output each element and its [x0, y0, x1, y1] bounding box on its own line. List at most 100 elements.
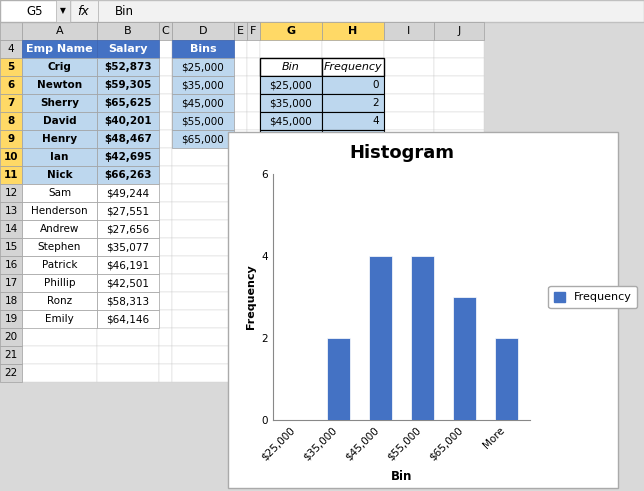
- Bar: [97, 130, 159, 148]
- Text: $58,313: $58,313: [106, 296, 149, 306]
- Bar: [322, 58, 384, 76]
- Text: $42,695: $42,695: [104, 152, 152, 162]
- Bar: [260, 202, 322, 220]
- Bar: [247, 130, 260, 148]
- Bar: [172, 256, 234, 274]
- Bar: [260, 130, 322, 148]
- Bar: [98, 0, 99, 22]
- Bar: [97, 40, 159, 58]
- Bar: [234, 184, 247, 202]
- Bar: [434, 310, 484, 328]
- Bar: [234, 364, 247, 382]
- Bar: [0, 76, 22, 94]
- Bar: [22, 220, 97, 238]
- Bar: [234, 310, 247, 328]
- Text: $40,201: $40,201: [104, 116, 152, 126]
- Text: David: David: [43, 116, 76, 126]
- Bar: [0, 202, 22, 220]
- Bar: [322, 58, 384, 76]
- Text: $55,000: $55,000: [270, 134, 312, 144]
- Bar: [322, 256, 384, 274]
- Bar: [384, 94, 434, 112]
- Text: 21: 21: [5, 350, 17, 360]
- Text: A: A: [55, 26, 63, 36]
- Text: Salary: Salary: [108, 44, 147, 54]
- Bar: [159, 238, 172, 256]
- Bar: [260, 346, 322, 364]
- Text: Nick: Nick: [46, 170, 72, 180]
- Text: J: J: [457, 26, 460, 36]
- Bar: [22, 166, 97, 184]
- Bar: [97, 346, 159, 364]
- Bar: [234, 112, 247, 130]
- Bar: [234, 202, 247, 220]
- Bar: [159, 310, 172, 328]
- Bar: [260, 40, 322, 58]
- Bar: [495, 338, 518, 420]
- Bar: [0, 292, 22, 310]
- Text: $48,467: $48,467: [104, 134, 152, 144]
- Bar: [97, 76, 159, 94]
- Bar: [97, 22, 159, 40]
- Bar: [22, 148, 97, 166]
- Bar: [172, 310, 234, 328]
- Bar: [247, 148, 260, 166]
- Text: $52,873: $52,873: [104, 62, 152, 72]
- Bar: [247, 94, 260, 112]
- Text: 4: 4: [8, 44, 14, 54]
- Bar: [22, 76, 97, 94]
- Bar: [97, 184, 159, 202]
- Bar: [260, 256, 322, 274]
- Bar: [247, 22, 260, 40]
- Bar: [0, 310, 22, 328]
- Bar: [70, 0, 71, 22]
- Bar: [434, 112, 484, 130]
- Bar: [434, 346, 484, 364]
- Bar: [322, 238, 384, 256]
- Bar: [159, 112, 172, 130]
- Bar: [322, 328, 384, 346]
- Bar: [97, 202, 159, 220]
- Text: $49,244: $49,244: [106, 188, 149, 198]
- Bar: [247, 112, 260, 130]
- Text: $46,191: $46,191: [106, 260, 149, 270]
- Text: $66,263: $66,263: [104, 170, 152, 180]
- Bar: [384, 328, 434, 346]
- Bar: [260, 364, 322, 382]
- Bar: [159, 22, 172, 40]
- Text: Sherry: Sherry: [40, 98, 79, 108]
- Text: 10: 10: [4, 152, 18, 162]
- Bar: [234, 274, 247, 292]
- Bar: [22, 112, 97, 130]
- Bar: [260, 58, 322, 76]
- Bar: [22, 220, 97, 238]
- Bar: [234, 292, 247, 310]
- Bar: [22, 94, 97, 112]
- Bar: [384, 184, 434, 202]
- Bar: [159, 58, 172, 76]
- Bar: [0, 22, 22, 40]
- Text: Sam: Sam: [48, 188, 71, 198]
- Bar: [97, 166, 159, 184]
- Bar: [234, 328, 247, 346]
- Text: Andrew: Andrew: [40, 224, 79, 234]
- Bar: [260, 112, 322, 130]
- Bar: [97, 112, 159, 130]
- Text: $35,000: $35,000: [182, 80, 224, 90]
- Bar: [247, 238, 260, 256]
- Bar: [22, 22, 97, 40]
- Bar: [247, 328, 260, 346]
- Bar: [322, 130, 384, 148]
- Bar: [0, 238, 22, 256]
- Text: Emp Name: Emp Name: [26, 44, 93, 54]
- Bar: [384, 256, 434, 274]
- Bar: [234, 148, 247, 166]
- Text: Frequency: Frequency: [324, 62, 383, 72]
- Bar: [97, 202, 159, 220]
- Bar: [247, 274, 260, 292]
- Bar: [97, 328, 159, 346]
- Bar: [369, 256, 392, 420]
- Bar: [22, 58, 97, 76]
- Bar: [172, 130, 234, 148]
- Text: $45,000: $45,000: [270, 116, 312, 126]
